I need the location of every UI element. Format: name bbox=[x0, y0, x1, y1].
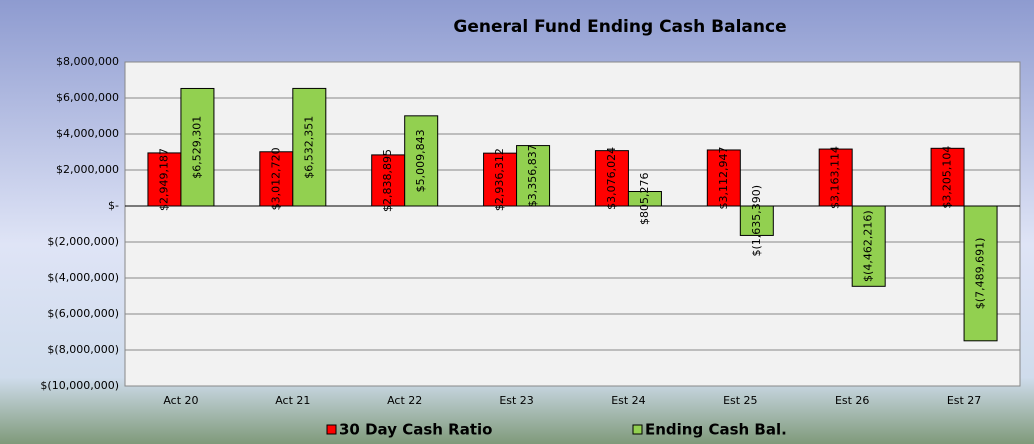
bar bbox=[292, 87, 327, 207]
data-label: $2,936,312 bbox=[493, 148, 506, 211]
bar bbox=[371, 154, 406, 207]
bar bbox=[963, 205, 998, 342]
bar bbox=[516, 145, 551, 207]
x-tick-label: Act 22 bbox=[387, 394, 422, 407]
x-tick-label: Act 21 bbox=[275, 394, 310, 407]
y-tick-label: $(10,000,000) bbox=[40, 379, 119, 392]
data-label: $3,012,720 bbox=[269, 147, 282, 210]
chart-title: General Fund Ending Cash Balance bbox=[453, 17, 786, 37]
bar bbox=[404, 115, 439, 207]
bar bbox=[706, 149, 741, 207]
data-label: $5,009,843 bbox=[414, 129, 427, 192]
data-label: $(4,462,216) bbox=[862, 210, 875, 282]
data-label: $(7,489,691) bbox=[974, 238, 987, 310]
y-tick-label: $8,000,000 bbox=[56, 55, 119, 68]
y-tick-label: $4,000,000 bbox=[56, 127, 119, 140]
data-label: $3,163,114 bbox=[829, 146, 842, 209]
data-label: $2,949,187 bbox=[157, 148, 170, 211]
y-tick-label: $(2,000,000) bbox=[47, 235, 119, 248]
legend-label: Ending Cash Bal. bbox=[645, 421, 787, 439]
legend-label: 30 Day Cash Ratio bbox=[339, 421, 492, 439]
data-label: $3,112,947 bbox=[717, 146, 730, 209]
x-tick-label: Est 24 bbox=[611, 394, 646, 407]
data-label: $6,532,351 bbox=[302, 116, 315, 179]
x-tick-label: Est 23 bbox=[499, 394, 534, 407]
data-label: $3,076,024 bbox=[605, 147, 618, 210]
bar bbox=[259, 151, 294, 207]
x-tick-label: Act 20 bbox=[163, 394, 198, 407]
y-tick-label: $(4,000,000) bbox=[47, 271, 119, 284]
y-tick-label: $(8,000,000) bbox=[47, 343, 119, 356]
bar bbox=[930, 147, 965, 207]
data-label: $6,529,301 bbox=[190, 116, 203, 179]
bar bbox=[851, 205, 886, 287]
data-label: $805,276 bbox=[638, 173, 651, 226]
data-label: $3,356,837 bbox=[526, 144, 539, 207]
x-tick-label: Est 26 bbox=[835, 394, 870, 407]
y-tick-label: $(6,000,000) bbox=[47, 307, 119, 320]
bar bbox=[180, 87, 215, 207]
y-tick-label: $2,000,000 bbox=[56, 163, 119, 176]
bar bbox=[739, 205, 774, 236]
data-label: $3,205,104 bbox=[941, 146, 954, 209]
y-tick-label: $- bbox=[108, 199, 119, 212]
data-label: $(1,635,390) bbox=[750, 185, 763, 257]
bar bbox=[483, 152, 518, 207]
legend: 30 Day Cash Ratio Ending Cash Bal. bbox=[326, 421, 787, 439]
legend-swatch bbox=[326, 424, 337, 435]
x-tick-label: Est 25 bbox=[723, 394, 758, 407]
y-tick-label: $6,000,000 bbox=[56, 91, 119, 104]
legend-swatch bbox=[632, 424, 643, 435]
bar bbox=[594, 150, 629, 207]
plot-area bbox=[124, 61, 1021, 387]
x-tick-label: Est 27 bbox=[947, 394, 982, 407]
data-label: $2,838,895 bbox=[381, 149, 394, 212]
